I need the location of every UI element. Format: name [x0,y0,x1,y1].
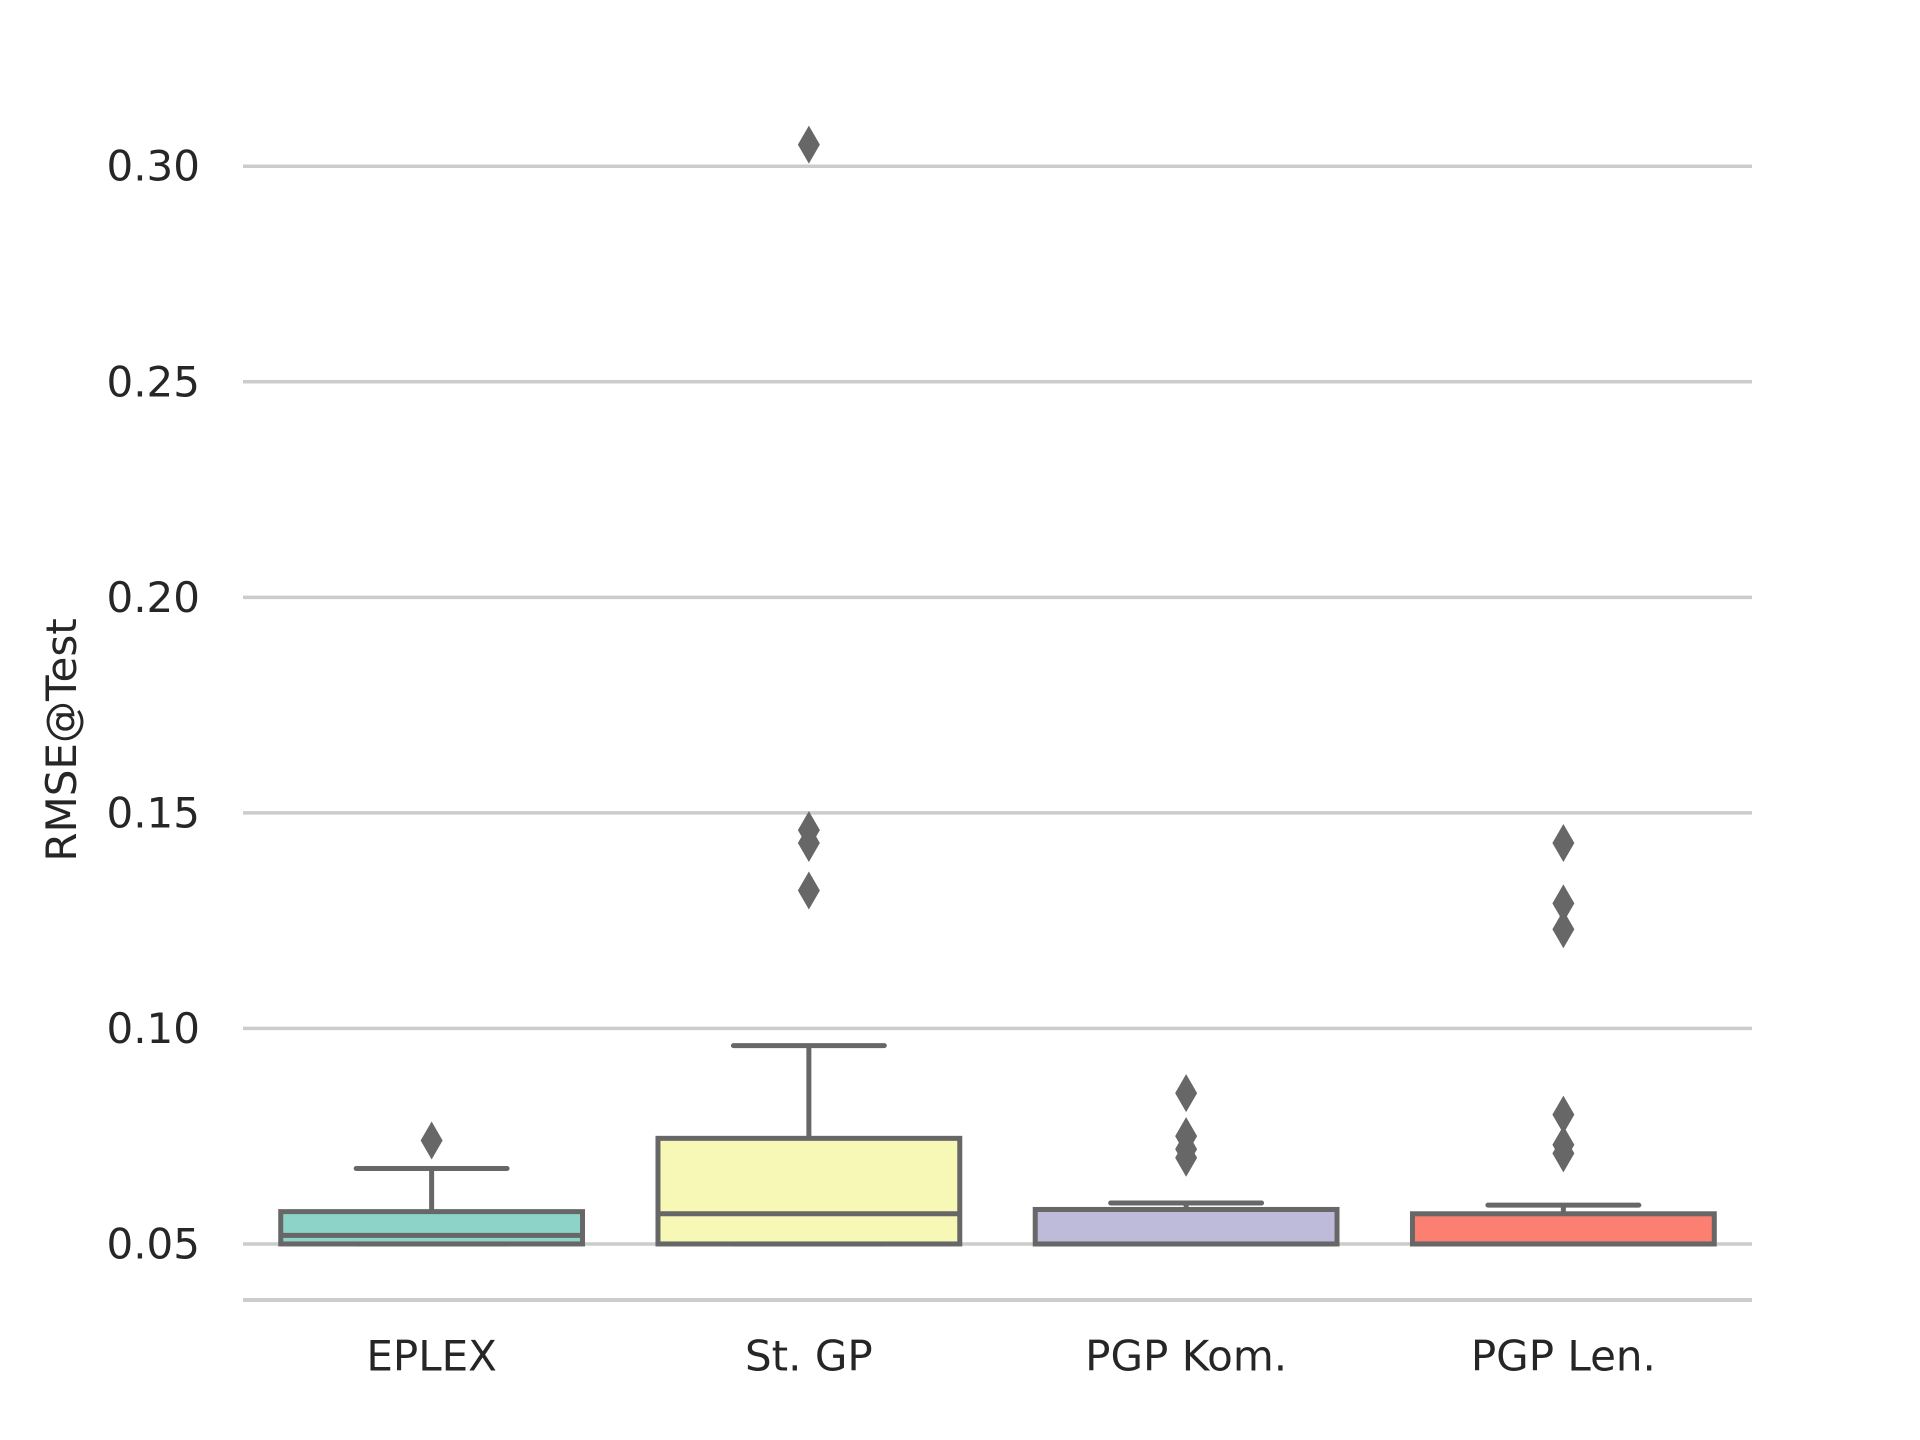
outlier-point [1552,884,1575,923]
outlier-point [1552,1134,1575,1173]
y-tick-label: 0.05 [106,1219,200,1268]
outlier-point [1552,1095,1575,1134]
x-tick-label: PGP Len. [1471,1332,1656,1381]
outlier-point [797,824,820,863]
outlier-point [1552,824,1575,863]
grid-lines [243,164,1752,1246]
y-tick-label: 0.15 [106,788,200,837]
box-group [1032,1074,1340,1247]
y-tick-label: 0.25 [106,357,200,406]
box-iqr [1032,1206,1340,1247]
outlier-point [797,871,820,910]
outlier-point [420,1121,443,1160]
box-iqr [1409,1211,1717,1247]
box-iqr [278,1209,586,1247]
outlier-point [1552,910,1575,949]
outlier-point [1175,1074,1198,1113]
y-axis-label: RMSE@Test [37,618,86,861]
x-tick-label: St. GP [745,1332,873,1381]
outlier-point [797,125,820,164]
box-iqr [655,1135,963,1247]
x-tick-label: EPLEX [366,1332,497,1381]
y-tick-label: 0.20 [106,573,200,622]
y-tick-label: 0.10 [106,1004,200,1053]
y-tick-labels: 0.05 0.10 0.15 0.20 0.25 0.30 [106,142,200,1269]
x-tick-labels: EPLEX St. GP PGP Kom. PGP Len. [366,1332,1656,1381]
y-tick-label: 0.30 [106,142,200,191]
outlier-point [1175,1138,1198,1177]
box-group [1409,824,1717,1247]
boxes [278,125,1717,1247]
box-group [278,1121,586,1247]
box-group [655,125,963,1247]
x-tick-label: PGP Kom. [1085,1332,1287,1381]
